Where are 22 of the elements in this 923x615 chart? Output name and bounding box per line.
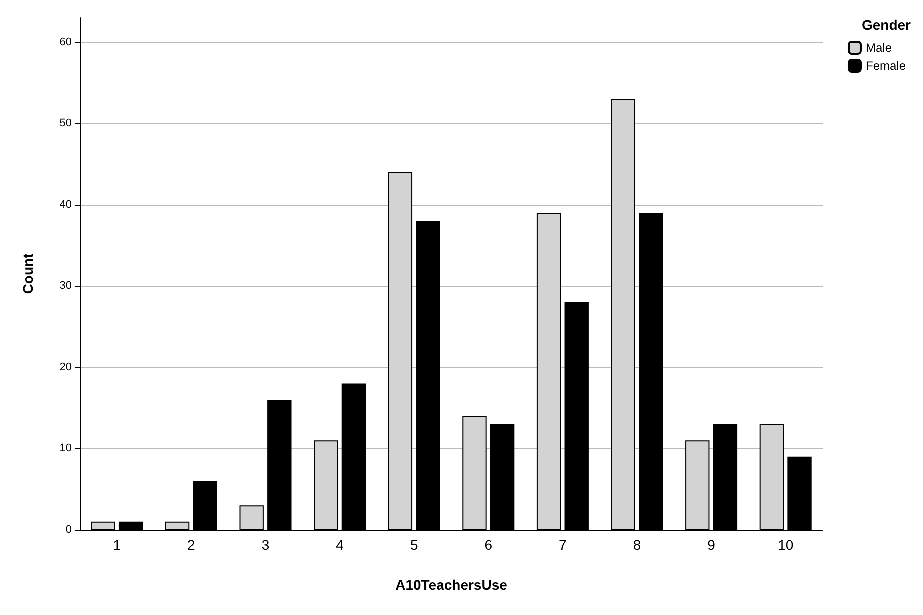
x-tick-label: 7: [559, 537, 568, 553]
legend-title: Gender: [862, 17, 912, 33]
x-tick-label: 10: [778, 537, 794, 553]
x-tick-label: 6: [484, 537, 493, 553]
y-tick-label: 0: [66, 524, 72, 536]
y-axis-title: Count: [20, 253, 36, 294]
y-tick-label: 40: [60, 198, 72, 211]
y-tick-label: 30: [60, 280, 72, 292]
y-tick-label: 50: [60, 118, 72, 130]
x-tick-label: 9: [708, 537, 716, 553]
x-tick-label: 2: [188, 537, 196, 553]
y-tick-label: 60: [60, 36, 72, 48]
x-axis-title: A10TeachersUse: [396, 577, 508, 593]
legend-label: Female: [866, 59, 906, 73]
x-tick-label: 3: [262, 537, 270, 553]
y-tick-label: 10: [60, 442, 72, 455]
x-tick-label: 4: [336, 537, 344, 553]
x-tick-label: 1: [113, 537, 122, 553]
x-tick-label: 8: [633, 537, 642, 553]
legend-label: Male: [866, 41, 892, 55]
y-tick-label: 20: [60, 361, 72, 374]
x-tick-label: 5: [410, 537, 418, 553]
